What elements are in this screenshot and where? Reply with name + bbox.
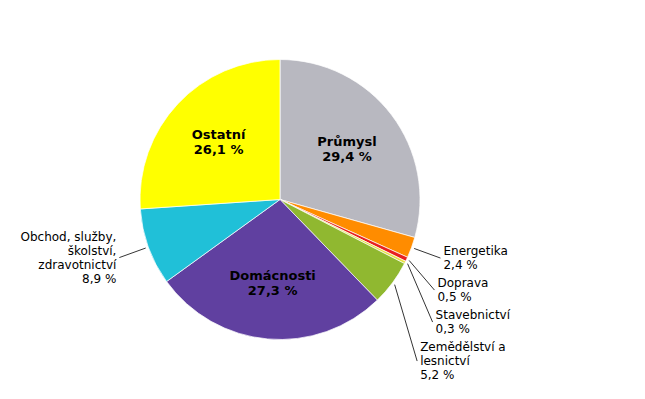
slices [140, 60, 420, 340]
chart: Průmysl29,4 % Domácnosti27,3 % Ostatní26,1… [0, 0, 645, 399]
leader-line [119, 248, 145, 258]
slice [140, 60, 280, 209]
value-label: 0,3 % [436, 322, 470, 336]
labels: Průmysl29,4 % Domácnosti27,3 % Ostatní26,1… [20, 127, 510, 382]
value-label: 2,4 % [443, 258, 477, 272]
slice-label: Zemědělství alesnictví [420, 340, 506, 368]
value-label: 26,1 % [194, 142, 244, 157]
slice-label: Ostatní [192, 127, 247, 142]
leader-line [395, 285, 417, 361]
slice-label: Obchod, služby,školství,zdravotnictví [20, 230, 117, 272]
value-label: 8,9 % [82, 272, 116, 286]
slice-label: Průmysl [317, 134, 376, 149]
leader-line [414, 248, 440, 258]
value-label: 5,2 % [420, 368, 454, 382]
slice-label: Energetika [443, 244, 507, 258]
value-label: 27,3 % [248, 283, 298, 298]
slice-label: Domácnosti [229, 268, 315, 283]
pie: Průmysl29,4 % Domácnosti27,3 % Ostatní26,1… [20, 60, 510, 383]
slice-label: Stavebnictví [436, 308, 511, 322]
value-label: 0,5 % [437, 290, 471, 304]
slice-label: Doprava [437, 276, 488, 290]
leader-line [408, 264, 433, 322]
value-label: 29,4 % [322, 149, 372, 164]
